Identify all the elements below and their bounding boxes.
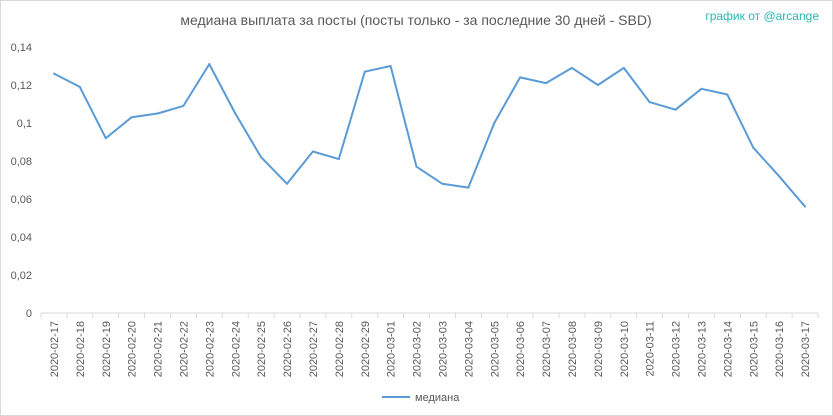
data-point [493, 122, 496, 124]
data-point [182, 104, 185, 107]
data-point [648, 101, 651, 104]
y-tick-label: 0,06 [11, 194, 32, 206]
y-tick-label: 0,08 [11, 156, 32, 168]
y-tick-label: 0,1 [17, 118, 32, 130]
data-point [674, 108, 677, 111]
x-tick-label: 2020-02-28 [334, 321, 346, 377]
x-tick-label: 2020-03-15 [748, 321, 760, 377]
data-point [260, 156, 263, 159]
x-tick-label: 2020-02-22 [178, 321, 190, 377]
chart-credit: график от @arcange [705, 9, 819, 23]
series-line [53, 63, 806, 208]
x-tick-label: 2020-03-14 [722, 321, 734, 377]
legend-label: медиана [415, 392, 460, 404]
data-point [389, 65, 392, 67]
data-point [545, 82, 548, 85]
data-point [234, 112, 237, 115]
data-point [570, 66, 573, 69]
y-tick-label: 0,02 [11, 270, 32, 282]
data-point [156, 112, 159, 115]
y-axis: 0 0,02 0,04 0,06 0,08 0,1 0,12 0,14 [11, 42, 32, 320]
data-point [700, 87, 703, 90]
data-point [208, 63, 211, 66]
data-point [415, 165, 418, 168]
data-point [622, 66, 625, 69]
plot-area [52, 63, 807, 208]
data-point [363, 70, 366, 73]
x-tick-label: 2020-03-09 [593, 321, 605, 377]
data-point [286, 182, 289, 185]
data-point [726, 93, 729, 96]
x-tick-label: 2020-02-17 [49, 321, 61, 377]
x-tick-label: 2020-02-27 [308, 321, 320, 377]
x-tick-label: 2020-03-05 [489, 321, 501, 377]
x-tick-label: 2020-03-11 [645, 321, 657, 376]
x-tick-label: 2020-02-21 [153, 321, 165, 377]
y-tick-label: 0,12 [11, 80, 32, 92]
x-tick-label: 2020-03-03 [437, 321, 449, 377]
data-point [441, 182, 444, 185]
x-tick-label: 2020-03-02 [412, 321, 424, 377]
data-point [52, 72, 55, 75]
y-tick-label: 0,04 [11, 232, 32, 244]
legend: медиана [382, 392, 460, 404]
x-tick-label: 2020-02-29 [360, 321, 372, 377]
data-point [467, 186, 470, 189]
x-tick-label: 2020-03-08 [567, 321, 579, 377]
x-tick-label: 2020-03-04 [463, 321, 475, 377]
data-point [78, 85, 81, 88]
x-tick-label: 2020-03-12 [671, 321, 683, 377]
x-tick-label: 2020-03-13 [696, 321, 708, 377]
y-tick-label: 0 [26, 308, 32, 320]
data-point [311, 150, 314, 153]
x-tick-label: 2020-02-24 [230, 321, 242, 377]
x-tick-label: 2020-03-17 [800, 321, 812, 377]
x-tick-label: 2020-02-23 [204, 321, 216, 377]
x-tick-label: 2020-02-26 [282, 321, 294, 377]
x-axis: 2020-02-17 2020-02-18 2020-02-19 2020-02-20… [40, 312, 819, 377]
data-point [778, 175, 781, 178]
data-point [804, 205, 807, 208]
x-tick-label: 2020-03-10 [619, 321, 631, 377]
data-point [130, 116, 133, 119]
x-tick-label: 2020-03-16 [774, 321, 786, 377]
data-point [104, 137, 107, 140]
x-tick-label: 2020-03-07 [541, 321, 553, 377]
y-tick-label: 0,14 [11, 42, 32, 54]
x-tick-label: 2020-02-20 [127, 321, 139, 377]
x-tick-label: 2020-02-25 [256, 321, 268, 377]
data-point [752, 146, 755, 149]
x-tick-label: 2020-02-18 [75, 321, 87, 377]
data-point [519, 76, 522, 79]
x-tick-label: 2020-02-19 [101, 321, 113, 377]
data-point [337, 158, 340, 161]
x-tick-label: 2020-03-01 [386, 321, 398, 377]
data-point [596, 84, 599, 86]
chart-title: медиана выплата за посты (посты только -… [180, 12, 651, 28]
x-tick-label: 2020-03-06 [515, 321, 527, 377]
